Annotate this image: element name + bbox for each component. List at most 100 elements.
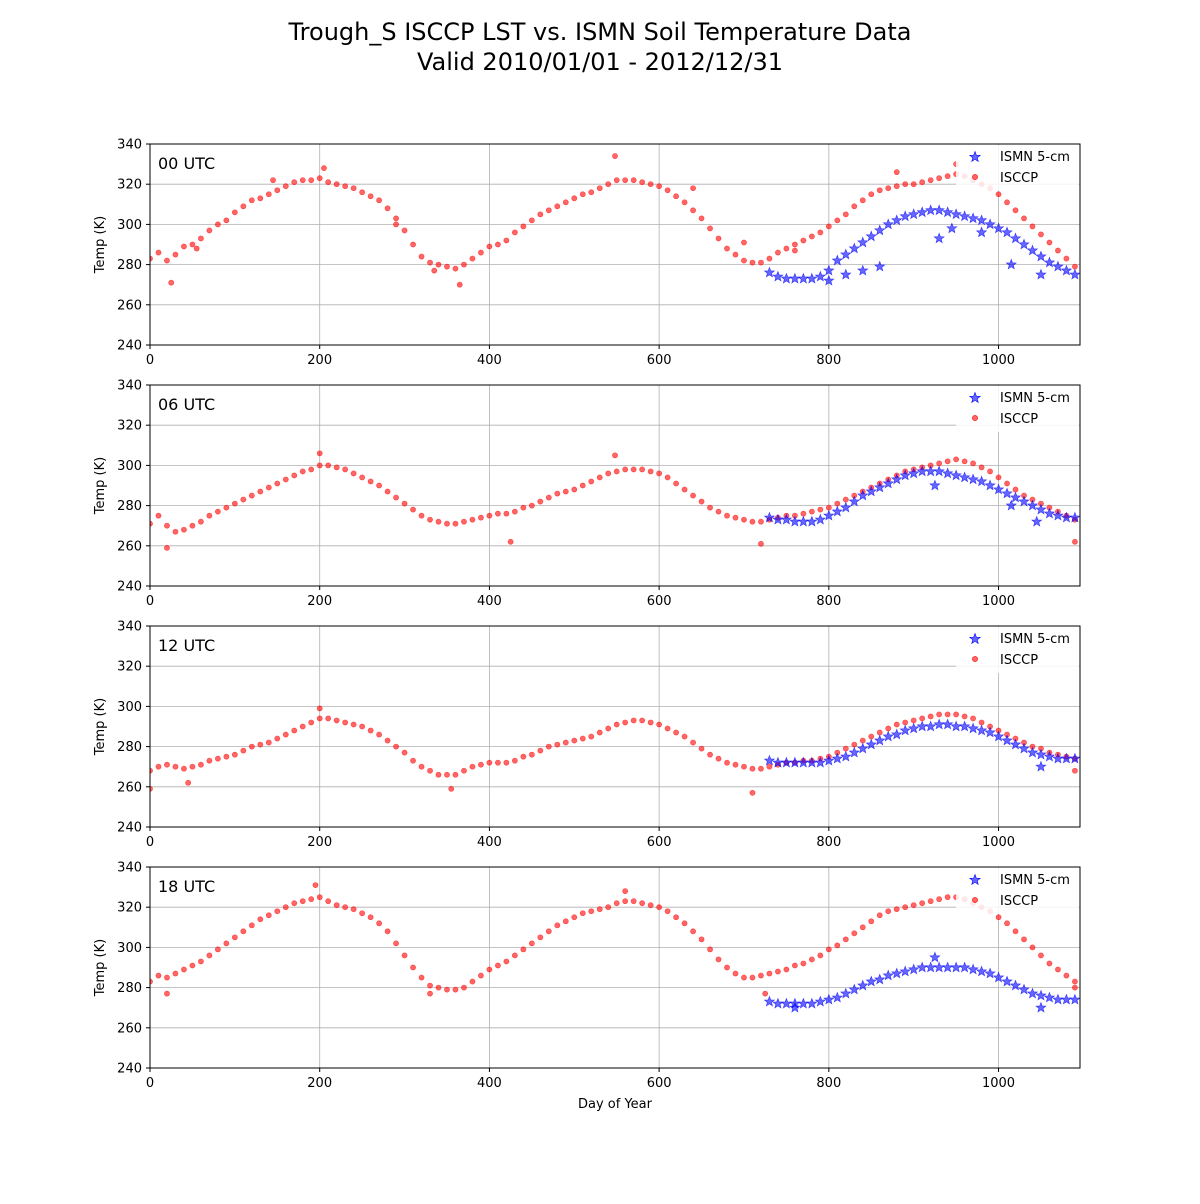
isccp-point [316, 462, 323, 469]
ismn-point [1009, 232, 1022, 244]
legend-ismn-label: ISMN 5-cm [1000, 632, 1070, 647]
ismn-point [992, 222, 1005, 234]
isccp-point [164, 974, 170, 981]
isccp-point [605, 470, 612, 477]
isccp-point [350, 470, 357, 477]
ismn-point [797, 515, 810, 527]
isccp-point [223, 753, 230, 760]
y-tick-label: 300 [117, 941, 142, 956]
isccp-point [817, 952, 824, 959]
isccp-point [231, 751, 238, 758]
isccp-point [630, 717, 637, 724]
y-tick-label: 240 [117, 821, 142, 836]
ismn-point [882, 218, 894, 230]
isccp-point [758, 972, 764, 979]
isccp-point [707, 225, 713, 232]
ismn-point [865, 975, 878, 987]
isccp-point [367, 914, 374, 921]
isccp-point [393, 221, 399, 228]
isccp-point [461, 767, 467, 774]
isccp-point [456, 281, 463, 288]
ismn-point [797, 997, 810, 1009]
isccp-point [520, 223, 527, 230]
isccp-point [817, 229, 824, 236]
isccp-point [198, 761, 204, 768]
ismn-point [831, 505, 844, 517]
ismn-point [924, 961, 937, 973]
ismn-point [1035, 503, 1047, 515]
isccp-point [274, 735, 281, 742]
isccp-point [758, 540, 764, 547]
ismn-point [823, 754, 835, 766]
ismn-point [814, 270, 827, 282]
isccp-point [775, 968, 781, 975]
axes-frame [149, 384, 1081, 587]
isccp-point [554, 203, 561, 210]
ismn-point [814, 995, 827, 1007]
isccp-point [800, 510, 807, 517]
isccp-point [461, 984, 467, 991]
isccp-point [325, 715, 332, 722]
isccp-point [707, 751, 713, 758]
isccp-point [528, 217, 535, 224]
isccp-point [316, 175, 323, 182]
isccp-point [681, 486, 688, 493]
isccp-point [507, 538, 514, 545]
isccp-point [257, 195, 264, 202]
isccp-point [613, 721, 620, 728]
ismn-point [975, 214, 988, 226]
ismn-point [984, 726, 996, 738]
x-tick-label: 200 [307, 835, 332, 850]
x-tick-label: 600 [647, 835, 672, 850]
ismn-point [806, 756, 818, 768]
isccp-point [418, 253, 425, 260]
isccp-point [724, 759, 730, 766]
ismn-point [1060, 264, 1073, 276]
isccp-point [270, 177, 276, 184]
isccp-point [223, 217, 230, 224]
isccp-point [312, 882, 319, 888]
ismn-point [916, 206, 928, 218]
ismn-point [1001, 975, 1013, 987]
x-tick-label: 1000 [982, 835, 1015, 850]
isccp-point [528, 940, 535, 947]
ismn-point [890, 214, 903, 226]
isccp-point [1063, 972, 1070, 979]
isccp-point [299, 723, 306, 730]
isccp-point [410, 506, 416, 513]
isccp-point [766, 763, 773, 770]
isccp-point [936, 175, 943, 182]
legend-isccp-label: ISCCP [1000, 412, 1038, 427]
isccp-point [494, 241, 501, 248]
isccp-point [410, 757, 416, 764]
ismn-point [831, 254, 844, 266]
isccp-point [953, 711, 960, 718]
isccp-point [486, 966, 493, 973]
isccp-point [639, 466, 646, 473]
isccp-point [240, 496, 247, 503]
ismn-point [865, 230, 878, 242]
isccp-point [613, 177, 620, 184]
x-tick-label: 600 [647, 1076, 672, 1091]
isccp-point [206, 757, 213, 764]
isccp-point [741, 257, 747, 264]
isccp-point [834, 500, 841, 507]
isccp-point [478, 514, 484, 521]
isccp-point [902, 904, 909, 911]
isccp-point [842, 211, 849, 218]
y-axis-label: Temp (K) [93, 698, 108, 756]
isccp-point [919, 900, 926, 907]
ismn-point [933, 961, 945, 973]
isccp-point [350, 185, 357, 192]
y-tick-label: 240 [117, 580, 142, 595]
x-tick-label: 200 [307, 1076, 332, 1091]
ismn-point [873, 481, 886, 493]
ismn-point [865, 738, 878, 750]
isccp-point [427, 767, 433, 774]
ismn-point [1035, 760, 1047, 772]
isccp-point [1072, 263, 1078, 270]
isccp-point [418, 763, 425, 770]
data-layer [150, 450, 1080, 551]
isccp-point [155, 763, 162, 770]
